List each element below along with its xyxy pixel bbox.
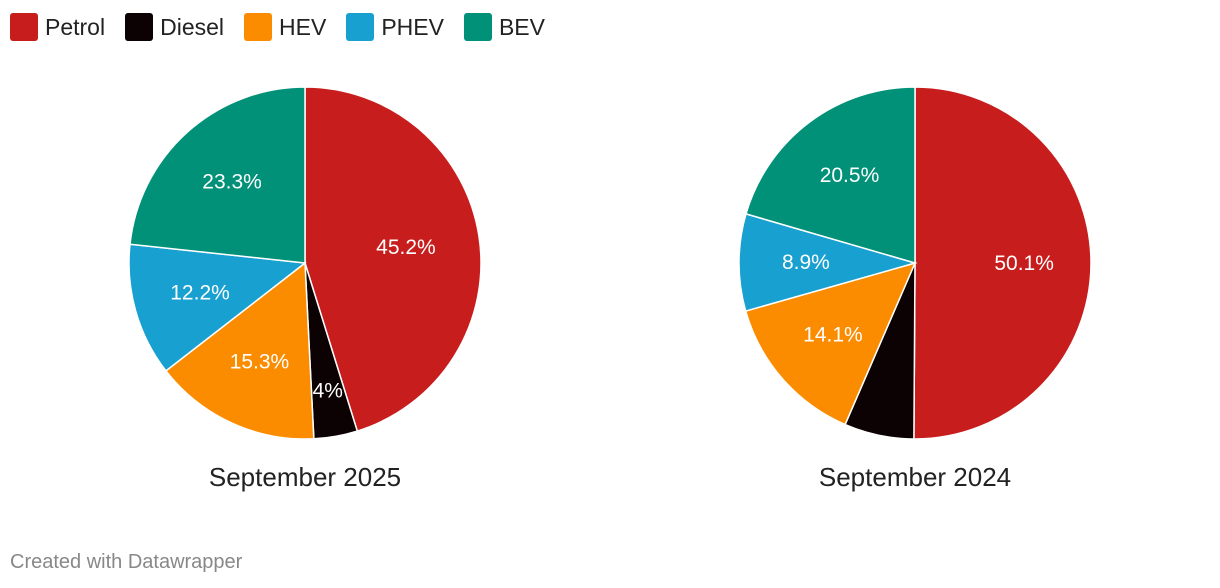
legend-item-bev: BEV (463, 13, 545, 41)
legend-swatch-petrol (10, 13, 38, 41)
chart-title-september-2024: September 2024 (819, 462, 1011, 492)
legend-swatch-hev (244, 13, 273, 41)
legend-swatch-bev (463, 13, 492, 41)
legend-label-petrol: Petrol (45, 13, 106, 40)
legend-label-bev: BEV (498, 13, 545, 40)
pie-chart-september-2025: 45.2% 4% 15.3% 12.2% 23.3% September 2025 (128, 86, 482, 492)
slice-label-hev: 15.3% (230, 351, 290, 374)
footer-credit: Created with Datawrapper (10, 551, 243, 573)
pie-slice-petrol (913, 86, 1092, 440)
pie-slice-phev (128, 243, 307, 372)
slice-label-bev: 20.5% (820, 164, 880, 187)
pie-slice-phev (738, 212, 918, 312)
slice-label-phev: 12.2% (170, 281, 230, 304)
pie-slice-bev (129, 86, 306, 264)
chart-title-september-2025: September 2025 (209, 462, 401, 492)
legend: Petrol Diesel HEV PHEV BEV (10, 13, 565, 41)
slice-label-petrol: 45.2% (376, 236, 436, 259)
slice-label-phev: 8.9% (782, 251, 830, 274)
legend-item-diesel: Diesel (125, 13, 224, 41)
legend-item-hev: HEV (244, 13, 326, 41)
legend-item-petrol: Petrol (10, 13, 105, 41)
legend-swatch-phev (346, 13, 375, 41)
pie-slice-hev (744, 261, 917, 426)
legend-swatch-diesel (125, 13, 154, 41)
pie-chart-september-2024: 50.1% 14.1% 8.9% 20.5% September 2024 (738, 86, 1092, 492)
slice-label-bev: 23.3% (202, 170, 262, 193)
slice-label-hev: 14.1% (803, 323, 863, 346)
legend-label-diesel: Diesel (160, 13, 225, 40)
legend-item-phev: PHEV (346, 13, 444, 41)
slice-label-diesel: 4% (313, 380, 343, 403)
pie-slice-petrol (304, 86, 482, 432)
legend-label-phev: PHEV (381, 13, 444, 40)
legend-label-hev: HEV (279, 13, 327, 40)
pie-slice-hev (164, 261, 315, 440)
pie-slice-bev (745, 86, 916, 264)
slice-label-petrol: 50.1% (994, 252, 1054, 275)
